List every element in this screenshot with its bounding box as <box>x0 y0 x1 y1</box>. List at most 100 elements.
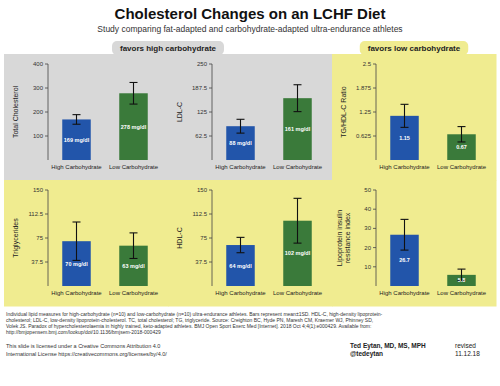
title: Cholesterol Changes on an LCHF Diet <box>115 5 386 22</box>
region-label-box <box>112 41 224 55</box>
panel: 62.5125187.5250LDL-C88 mg/dl161 mg/dlHig… <box>176 61 323 170</box>
y-tick <box>45 136 48 137</box>
y-axis-label: Triglycerides <box>12 218 20 258</box>
y-tick-label: 37.5 <box>195 259 207 265</box>
panel: 0.6251.251.8752.5TG/HDL-C Ratio1.150.67H… <box>340 61 487 170</box>
panel: 100200300400Total Cholesterol169 mg/dl27… <box>12 61 159 170</box>
error-bar-cap <box>401 250 409 251</box>
y-axis-label-line: Total Cholesterol <box>12 85 19 138</box>
error-bar-cap <box>237 252 245 253</box>
region-label: favors high carbohydrate <box>120 44 217 53</box>
y-axis-line <box>376 190 377 286</box>
region-background <box>4 180 169 307</box>
y-tick-label: 400 <box>33 61 44 67</box>
y-axis-label: TG/HDL-C Ratio <box>340 86 347 137</box>
error-bar <box>401 219 409 250</box>
y-axis-label-line: Lipoprotein insulin <box>336 210 344 267</box>
y-tick-label: 1.25 <box>359 109 371 115</box>
error-bar <box>73 115 81 125</box>
y-tick <box>373 266 376 267</box>
error-bar-cap <box>401 219 409 220</box>
error-bar <box>237 237 245 252</box>
y-tick <box>45 214 48 215</box>
y-axis-label-line: TG/HDL-C Ratio <box>340 86 347 137</box>
y-axis-label: HDL-C <box>176 227 183 248</box>
y-tick <box>45 88 48 89</box>
x-tick-label: Low Carbohydrate <box>437 164 487 170</box>
error-bar-cap <box>458 141 466 142</box>
error-bar <box>294 198 302 243</box>
error-bar <box>73 222 81 260</box>
error-bar-cap <box>294 243 302 244</box>
revision-note-line: revised <box>455 342 476 349</box>
error-bar-cap <box>401 127 409 128</box>
y-tick-label: 150 <box>33 187 44 193</box>
error-bar-stem <box>297 85 298 112</box>
error-bar-cap <box>130 232 138 233</box>
x-tick-label: Low Carbohydrate <box>273 164 323 170</box>
y-axis-label: LDL-C <box>176 102 183 122</box>
error-bar <box>130 233 138 259</box>
author-note-line: @tedeytan <box>350 350 383 358</box>
data-label: 70 mg/dl <box>65 261 88 267</box>
x-tick-label: High Carbohydrate <box>215 164 266 170</box>
bar <box>447 275 476 286</box>
error-bar-cap <box>130 104 138 105</box>
y-tick-label: 20 <box>364 245 371 251</box>
region-background <box>332 54 497 181</box>
subtitle: Study comparing fat-adapted and carbohyd… <box>97 24 402 34</box>
y-tick-label: 2.5 <box>363 61 372 67</box>
data-labels: 88 mg/dl161 mg/dl <box>229 126 310 146</box>
error-bar-cap <box>73 221 81 222</box>
x-tick-label: Low Carbohydrate <box>109 290 159 296</box>
error-bar-stem <box>76 115 77 125</box>
y-tick-label: 1.875 <box>356 85 372 91</box>
y-tick <box>373 64 376 65</box>
y-tick-label: 40 <box>364 206 371 212</box>
data-labels: 26.75.8 <box>399 257 465 283</box>
y-tick <box>373 209 376 210</box>
error-bar <box>458 127 466 142</box>
x-tick-label: High Carbohydrate <box>379 290 430 296</box>
y-axis-label-line: resistance index <box>344 212 351 263</box>
panel: 37.575112.5150HDL-C64 mg/dl102 mg/dlHigh… <box>176 187 323 296</box>
y-tick-label: 30 <box>364 225 371 231</box>
error-bar-cap <box>294 84 302 85</box>
error-bar-stem <box>76 222 77 260</box>
region-background <box>4 54 169 181</box>
error-bar-cap <box>73 124 81 125</box>
error-bar-cap <box>237 119 245 120</box>
y-tick <box>373 190 376 191</box>
error-bar-cap <box>130 82 138 83</box>
region-background <box>332 180 497 307</box>
y-tick <box>373 136 376 137</box>
error-bar-cap <box>294 198 302 199</box>
y-tick-label: 187.5 <box>192 85 208 91</box>
data-label: 64 mg/dl <box>229 263 252 269</box>
error-bar-stem <box>404 219 405 250</box>
data-label: 88 mg/dl <box>229 140 252 146</box>
y-tick-label: 62.5 <box>195 133 207 139</box>
y-tick <box>209 136 212 137</box>
data-label: 0.67 <box>456 144 467 150</box>
data-label: 278 mg/dl <box>121 124 147 130</box>
data-labels: 1.150.67 <box>399 135 467 150</box>
marks <box>62 222 148 286</box>
y-tick-label: 150 <box>197 187 208 193</box>
y-tick <box>373 88 376 89</box>
y-tick <box>373 228 376 229</box>
error-bar-cap <box>458 269 466 270</box>
data-labels: 64 mg/dl102 mg/dl <box>229 250 310 268</box>
x-tick-label: Low Carbohydrate <box>437 290 487 296</box>
y-tick-label: 125 <box>197 109 208 115</box>
y-axis-label-line: Triglycerides <box>12 218 20 258</box>
y-tick-label: 300 <box>33 85 44 91</box>
error-bar <box>237 119 245 133</box>
y-tick <box>209 190 212 191</box>
error-bar-stem <box>240 237 241 252</box>
error-bar <box>401 104 409 127</box>
author-note-line: Ted Eytan, MD, MS, MPH <box>350 342 426 350</box>
y-tick-label: 10 <box>364 264 371 270</box>
data-label: 63 mg/dl <box>122 263 145 269</box>
license-note: This slide is licensed under a Creative … <box>6 343 167 357</box>
